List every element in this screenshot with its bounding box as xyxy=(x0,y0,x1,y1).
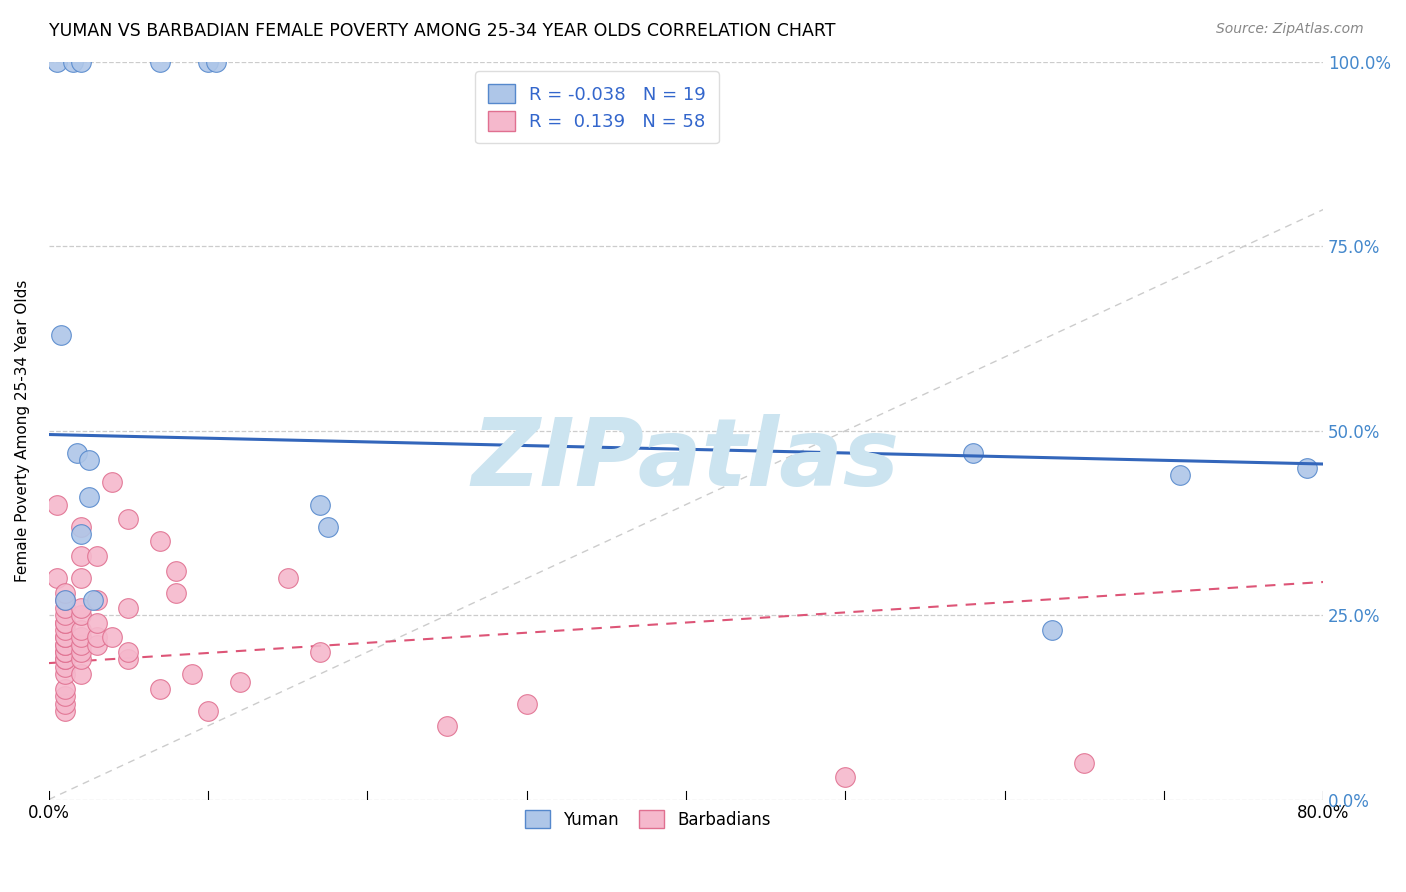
Point xyxy=(45,571,67,585)
Point xyxy=(53,615,76,630)
Point xyxy=(86,615,108,630)
Point xyxy=(516,697,538,711)
Point xyxy=(53,690,76,704)
Point xyxy=(101,475,124,490)
Point xyxy=(69,519,91,533)
Point xyxy=(53,660,76,674)
Point xyxy=(77,453,100,467)
Point xyxy=(149,681,172,696)
Point xyxy=(53,615,76,630)
Point xyxy=(69,645,91,659)
Point xyxy=(1073,756,1095,770)
Point xyxy=(53,645,76,659)
Point xyxy=(1168,468,1191,483)
Point xyxy=(117,652,139,666)
Point xyxy=(181,667,204,681)
Point xyxy=(117,645,139,659)
Point xyxy=(53,623,76,637)
Point xyxy=(53,638,76,652)
Point xyxy=(53,586,76,600)
Point xyxy=(165,564,187,578)
Point xyxy=(53,630,76,644)
Point xyxy=(165,586,187,600)
Point xyxy=(69,667,91,681)
Point xyxy=(86,593,108,607)
Point xyxy=(53,697,76,711)
Point xyxy=(277,571,299,585)
Point xyxy=(62,55,84,70)
Point xyxy=(1040,623,1063,637)
Point xyxy=(51,328,73,343)
Point xyxy=(962,446,984,460)
Point xyxy=(149,534,172,549)
Point xyxy=(86,638,108,652)
Point xyxy=(197,704,219,718)
Point xyxy=(205,55,228,70)
Point xyxy=(53,652,76,666)
Point xyxy=(308,498,330,512)
Point xyxy=(149,55,172,70)
Point xyxy=(316,519,339,533)
Text: ZIPatlas: ZIPatlas xyxy=(472,414,900,507)
Point xyxy=(101,630,124,644)
Point xyxy=(53,593,76,607)
Text: Source: ZipAtlas.com: Source: ZipAtlas.com xyxy=(1216,22,1364,37)
Point xyxy=(308,645,330,659)
Point xyxy=(53,652,76,666)
Point xyxy=(53,608,76,623)
Point xyxy=(66,446,89,460)
Point xyxy=(86,630,108,644)
Point xyxy=(69,527,91,541)
Point xyxy=(82,593,104,607)
Point xyxy=(45,55,67,70)
Point xyxy=(117,512,139,526)
Point xyxy=(86,549,108,564)
Point xyxy=(77,490,100,504)
Point xyxy=(53,681,76,696)
Point xyxy=(69,652,91,666)
Point xyxy=(117,600,139,615)
Text: YUMAN VS BARBADIAN FEMALE POVERTY AMONG 25-34 YEAR OLDS CORRELATION CHART: YUMAN VS BARBADIAN FEMALE POVERTY AMONG … xyxy=(49,22,835,40)
Point xyxy=(229,674,252,689)
Point xyxy=(197,55,219,70)
Point xyxy=(436,719,458,733)
Point xyxy=(834,771,856,785)
Point xyxy=(69,55,91,70)
Point xyxy=(53,704,76,718)
Point xyxy=(69,549,91,564)
Point xyxy=(69,630,91,644)
Point xyxy=(53,600,76,615)
Point xyxy=(45,498,67,512)
Point xyxy=(1296,460,1319,475)
Legend: Yuman, Barbadians: Yuman, Barbadians xyxy=(519,804,778,836)
Point xyxy=(53,667,76,681)
Y-axis label: Female Poverty Among 25-34 Year Olds: Female Poverty Among 25-34 Year Olds xyxy=(15,280,30,582)
Point xyxy=(69,623,91,637)
Point xyxy=(69,600,91,615)
Point xyxy=(69,571,91,585)
Point xyxy=(53,630,76,644)
Point xyxy=(53,638,76,652)
Point xyxy=(69,608,91,623)
Point xyxy=(69,638,91,652)
Point xyxy=(53,645,76,659)
Point xyxy=(53,593,76,607)
